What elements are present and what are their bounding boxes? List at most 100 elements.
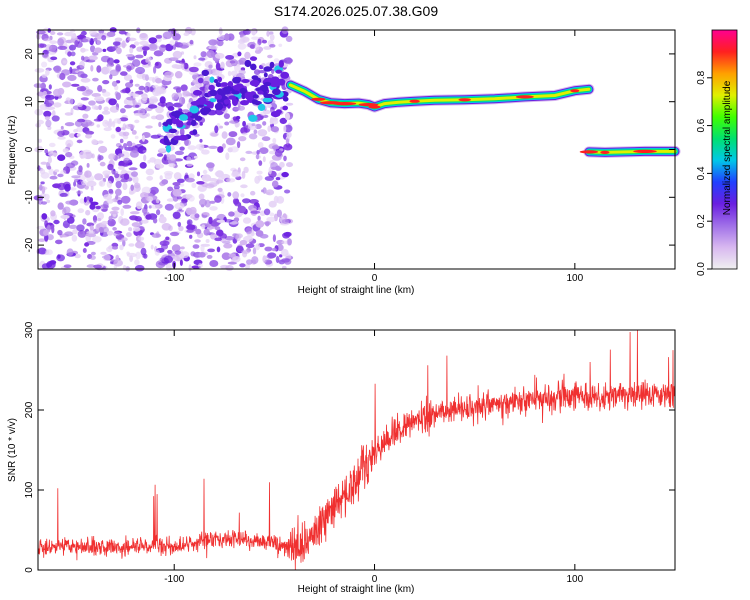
noise-blob <box>241 170 246 179</box>
noise-blob <box>73 181 77 187</box>
noise-blob <box>129 79 134 84</box>
noise-blob <box>127 146 136 152</box>
snr-xlabel: Height of straight line (km) <box>298 584 415 595</box>
noise-blob <box>43 229 50 236</box>
noise-blob <box>254 43 260 51</box>
noise-blob <box>237 205 247 214</box>
noise-blob <box>249 56 258 61</box>
noise-blob <box>53 88 62 97</box>
noise-blob <box>202 80 210 86</box>
noise-blob <box>115 180 122 189</box>
noise-blob <box>92 215 98 223</box>
noise-blob <box>239 239 248 246</box>
noise-blob <box>94 96 104 102</box>
noise-blob <box>248 133 258 140</box>
streak-blob <box>223 99 231 104</box>
noise-blob <box>225 137 236 146</box>
noise-blob <box>214 125 219 134</box>
noise-blob <box>134 41 140 46</box>
noise-blob <box>46 199 51 204</box>
noise-blob <box>82 154 87 159</box>
noise-blob <box>173 86 182 90</box>
noise-blob <box>116 47 122 55</box>
snr-series <box>37 330 676 570</box>
noise-blob <box>257 129 268 137</box>
noise-blob <box>134 119 140 124</box>
noise-blob <box>111 206 120 211</box>
noise-blob <box>57 182 67 191</box>
noise-blob <box>217 34 226 41</box>
noise-blob <box>151 233 162 238</box>
noise-blob <box>71 175 81 179</box>
noise-blob <box>145 58 150 63</box>
noise-blob <box>258 160 263 166</box>
noise-blob <box>59 72 66 81</box>
noise-blob <box>188 264 192 272</box>
noise-blob <box>48 168 54 176</box>
noise-blob <box>129 47 134 54</box>
noise-blob <box>125 54 134 57</box>
noise-blob <box>44 115 51 121</box>
noise-blob <box>60 125 64 130</box>
noise-blob <box>42 90 48 96</box>
track-core <box>368 105 381 109</box>
noise-blob <box>172 50 183 59</box>
noise-blob <box>50 56 58 61</box>
noise-blob <box>197 77 204 84</box>
noise-blob <box>57 45 68 51</box>
noise-blob <box>225 152 230 160</box>
noise-blob <box>279 117 287 124</box>
spectrogram-ytick-label: -20 <box>24 237 35 252</box>
noise-blob <box>272 234 276 243</box>
noise-blob <box>161 179 169 185</box>
noise-blob <box>85 233 95 237</box>
noise-blob <box>113 59 120 64</box>
noise-blob <box>64 112 73 116</box>
noise-blob <box>161 223 172 231</box>
noise-blob <box>117 165 125 170</box>
noise-blob <box>283 155 287 162</box>
figure-title: S174.2026.025.07.38.G09 <box>274 3 438 19</box>
noise-blob <box>126 140 133 147</box>
noise-blob <box>66 248 74 256</box>
noise-blob <box>101 35 107 41</box>
noise-blob <box>82 113 89 119</box>
noise-blob <box>109 106 120 113</box>
noise-blob <box>269 212 275 217</box>
noise-blob <box>93 220 97 224</box>
streak-blob <box>220 82 229 87</box>
noise-blob <box>84 185 89 190</box>
noise-blob <box>173 172 182 180</box>
streak-blob <box>187 111 193 117</box>
spectrogram-xtick-label: 0 <box>372 273 378 284</box>
noise-blob <box>227 70 232 77</box>
noise-blob <box>64 31 74 37</box>
noise-blob <box>51 115 60 122</box>
noise-blob <box>60 214 70 219</box>
noise-blob <box>281 171 289 178</box>
noise-blob <box>188 195 195 202</box>
noise-blob <box>43 193 50 201</box>
colorbar-gradient <box>711 29 738 270</box>
noise-blob <box>171 28 177 35</box>
noise-blob <box>276 209 282 218</box>
noise-blob <box>123 74 132 81</box>
noise-blob <box>138 236 145 241</box>
noise-blob <box>196 171 201 177</box>
noise-blob <box>208 45 218 50</box>
noise-blob <box>235 115 241 120</box>
noise-blob <box>206 50 215 58</box>
noise-blob <box>187 145 197 151</box>
noise-blob <box>152 77 156 83</box>
streak-blob <box>259 84 269 93</box>
noise-blob <box>38 196 43 201</box>
noise-blob <box>172 182 181 186</box>
noise-blob <box>37 247 47 255</box>
noise-blob <box>55 239 63 245</box>
noise-blob <box>112 41 121 46</box>
noise-blob <box>121 88 131 93</box>
noise-blob <box>179 127 185 136</box>
colorbar-ticks: 0.0 0.2 0.4 0.6 0.8 <box>696 70 712 276</box>
noise-blob <box>38 238 46 242</box>
noise-blob <box>193 62 202 67</box>
